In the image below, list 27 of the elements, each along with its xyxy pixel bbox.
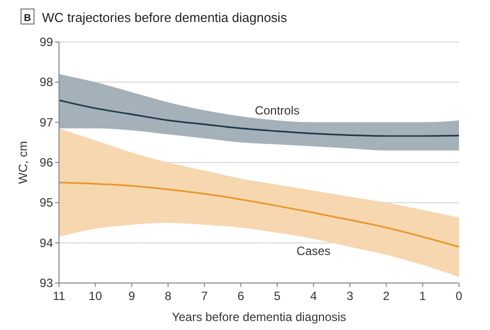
y-tick-label: 95 — [40, 196, 54, 210]
text: B — [24, 13, 32, 24]
x-tick-label: 0 — [456, 289, 463, 303]
x-axis-title: Years before dementia diagnosis — [172, 310, 346, 324]
series-label: Controls — [254, 103, 300, 118]
x-tick-label: 4 — [310, 289, 318, 303]
y-tick-label: 96 — [40, 156, 54, 170]
line-series — [58, 182, 460, 248]
y-tick-label: 93 — [40, 276, 54, 290]
y-tick-label: 94 — [40, 236, 54, 250]
text: Cases — [296, 244, 331, 258]
x-tick-label: 11 — [52, 289, 66, 303]
x-tick-label: 8 — [164, 289, 172, 303]
line-series — [58, 99, 460, 137]
x-tick-label: 5 — [274, 289, 281, 303]
x-tick-label: 10 — [88, 289, 102, 303]
y-tick-label: 97 — [40, 115, 54, 130]
x-tick-label: 3 — [346, 289, 354, 303]
y-axis-title: WC, cm — [16, 141, 30, 184]
x-tick-label: 6 — [237, 289, 244, 303]
x-tick-label: 7 — [201, 289, 208, 303]
chart-title: WC trajectories before dementia diagnosis — [42, 10, 288, 25]
y-tick-label: 98 — [40, 75, 54, 90]
y-tick-label: 99 — [40, 35, 54, 49]
x-tick-label: 2 — [382, 289, 390, 303]
x-tick-label: 1 — [419, 289, 426, 303]
x-tick-label: 9 — [128, 289, 136, 303]
